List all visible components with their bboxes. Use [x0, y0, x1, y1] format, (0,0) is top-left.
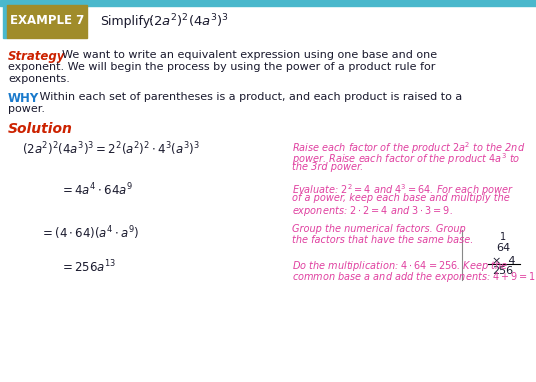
Text: the factors that have the same base.: the factors that have the same base.	[292, 235, 473, 245]
Text: Evaluate: $2^2 = 4$ and $4^3 = 64$. For each power: Evaluate: $2^2 = 4$ and $4^3 = 64$. For …	[292, 182, 514, 198]
Text: power. Raise each factor of the product $4a^3$ to: power. Raise each factor of the product …	[292, 151, 520, 167]
Text: $(2a^2)^2(4a^3)^3$: $(2a^2)^2(4a^3)^3$	[148, 12, 229, 30]
Text: We want to write an equivalent expression using one base and one: We want to write an equivalent expressio…	[62, 50, 437, 60]
Text: EXAMPLE 7: EXAMPLE 7	[10, 15, 84, 28]
Bar	[0, 0, 536, 6]
Text: 256: 256	[493, 266, 513, 276]
Text: 64: 64	[496, 243, 510, 253]
Text: $= 4a^4 \cdot 64a^9$: $= 4a^4 \cdot 64a^9$	[60, 182, 133, 199]
Text: exponent. We will begin the process by using the power of a product rule for: exponent. We will begin the process by u…	[8, 62, 435, 72]
Text: power.: power.	[8, 104, 45, 114]
Text: WHY: WHY	[8, 92, 39, 105]
Text: Within each set of parentheses is a product, and each product is raised to a: Within each set of parentheses is a prod…	[36, 92, 462, 102]
Text: Solution: Solution	[8, 122, 73, 136]
Text: exponents.: exponents.	[8, 74, 70, 84]
Text: exponents: $2 \cdot 2 = 4$ and $3 \cdot 3 = 9$.: exponents: $2 \cdot 2 = 4$ and $3 \cdot …	[292, 204, 453, 218]
Text: ×  4: × 4	[492, 256, 516, 266]
Text: Raise each factor of the product $2a^2$ to the 2nd: Raise each factor of the product $2a^2$ …	[292, 140, 525, 156]
Text: $= 256a^{13}$: $= 256a^{13}$	[60, 259, 116, 275]
Bar	[3, 5, 7, 38]
Text: common base $a$ and add the exponents: $4 + 9 = 13$.: common base $a$ and add the exponents: $…	[292, 270, 536, 284]
Text: the 3rd power.: the 3rd power.	[292, 162, 363, 172]
Bar	[7, 5, 87, 38]
Text: 1: 1	[500, 232, 506, 242]
Text: Strategy: Strategy	[8, 50, 65, 63]
Text: $= (4 \cdot 64)(a^4 \cdot a^9)$: $= (4 \cdot 64)(a^4 \cdot a^9)$	[40, 224, 139, 241]
Text: Do the multiplication: $4 \cdot 64 = 256$. Keep the: Do the multiplication: $4 \cdot 64 = 256…	[292, 259, 508, 273]
Text: Simplify:: Simplify:	[100, 15, 153, 28]
Text: of a power, keep each base and multiply the: of a power, keep each base and multiply …	[292, 193, 510, 203]
Text: $(2a^2)^2(4a^3)^3 = 2^2(a^2)^2 \cdot 4^3(a^3)^3$: $(2a^2)^2(4a^3)^3 = 2^2(a^2)^2 \cdot 4^3…	[22, 140, 200, 158]
Text: Group the numerical factors. Group: Group the numerical factors. Group	[292, 224, 466, 234]
